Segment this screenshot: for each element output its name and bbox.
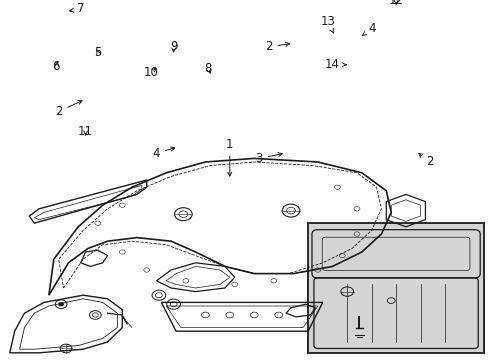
Text: 1: 1 [225, 138, 233, 176]
Text: 12: 12 [388, 0, 403, 6]
Text: 7: 7 [70, 3, 84, 15]
Text: 4: 4 [362, 22, 375, 36]
Text: 8: 8 [203, 62, 211, 75]
Text: 9: 9 [169, 40, 177, 53]
Text: 6: 6 [52, 60, 60, 73]
Text: 5: 5 [94, 46, 102, 59]
Text: 3: 3 [255, 152, 282, 165]
Text: 2: 2 [418, 153, 433, 168]
Text: 4: 4 [152, 147, 174, 159]
Text: 11: 11 [78, 125, 93, 138]
Circle shape [58, 302, 64, 306]
FancyBboxPatch shape [307, 223, 483, 353]
Text: 13: 13 [320, 15, 334, 33]
Text: 14: 14 [325, 58, 346, 71]
Text: 10: 10 [144, 66, 159, 78]
Text: 2: 2 [264, 40, 289, 53]
Text: 2: 2 [55, 100, 82, 118]
